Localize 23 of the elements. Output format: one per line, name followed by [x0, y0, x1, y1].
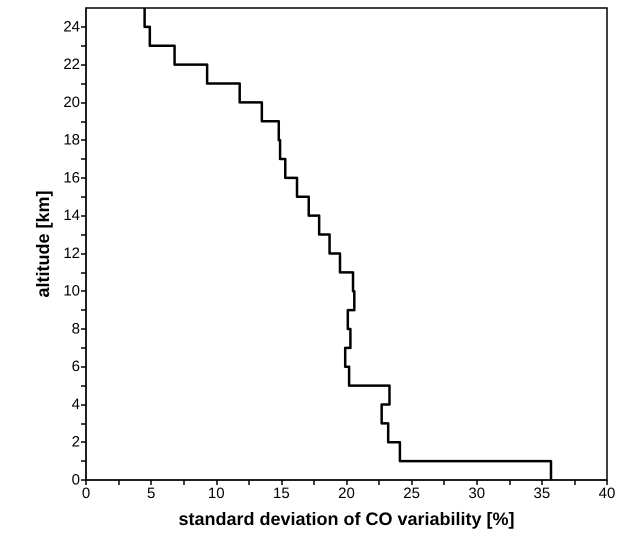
x-tick-label: 20 [338, 485, 355, 502]
y-tick-label: 18 [63, 132, 80, 149]
x-tick-label: 35 [534, 485, 550, 502]
x-tick-label: 5 [146, 485, 156, 502]
y-tick-label: 6 [72, 358, 80, 376]
y-axis-title: altitude [km] [33, 190, 53, 298]
y-tick-label: 2 [72, 434, 80, 451]
y-tick-label: 24 [63, 18, 80, 36]
y-tick-label: 20 [63, 94, 80, 111]
x-tick-label: 25 [403, 485, 420, 502]
y-tick-label: 4 [72, 396, 80, 413]
y-tick-label: 10 [63, 282, 80, 300]
y-tick-label: 22 [63, 56, 80, 74]
y-tick-label: 8 [72, 320, 80, 338]
y-tick-label: 12 [63, 244, 80, 262]
y-tick-label: 0 [72, 472, 80, 488]
x-tick-label: 10 [208, 485, 225, 502]
x-tick-label: 15 [273, 485, 290, 502]
x-tick-label: 40 [598, 485, 616, 502]
x-tick-label: 30 [468, 485, 486, 502]
y-tick-label: 14 [63, 207, 80, 224]
y-tick-label: 16 [63, 169, 80, 186]
x-axis-title: standard deviation of CO variability [%] [178, 509, 515, 529]
